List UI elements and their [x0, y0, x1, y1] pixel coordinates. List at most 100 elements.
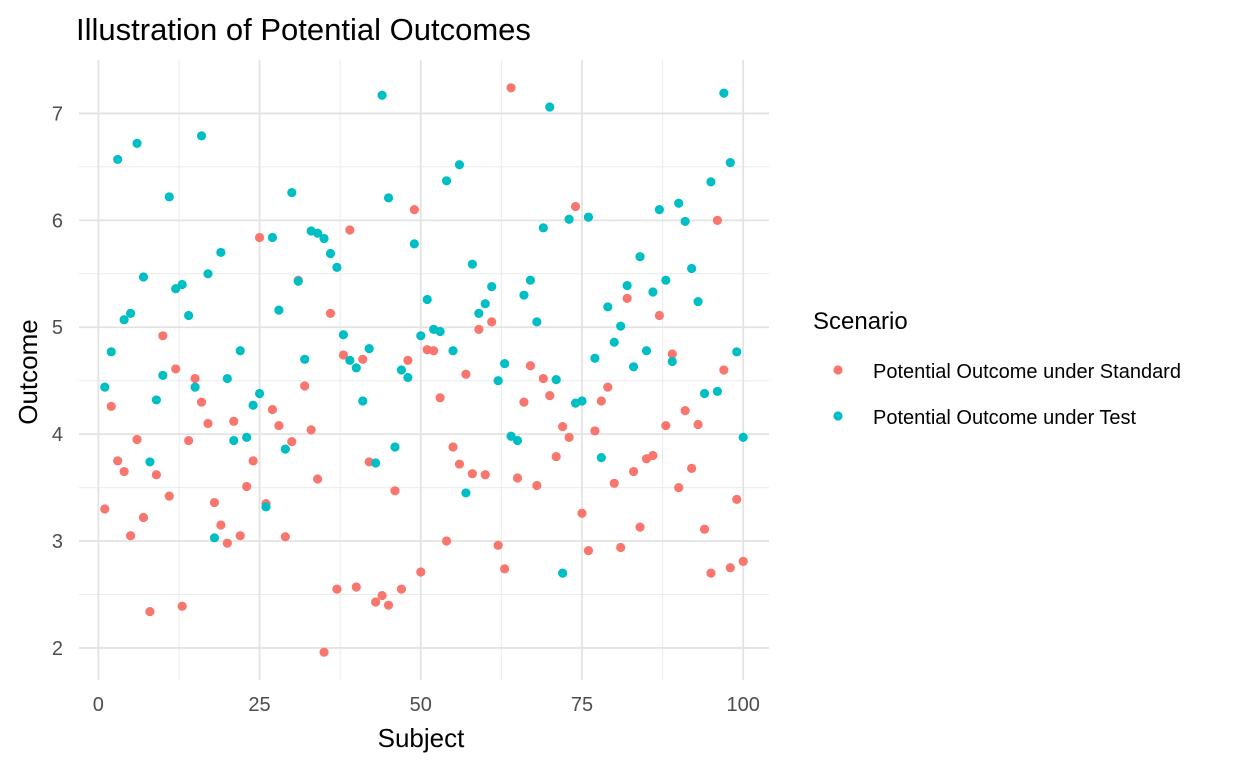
data-point [622, 280, 632, 291]
data-point [493, 376, 503, 386]
data-point [274, 305, 284, 315]
data-point [345, 225, 355, 235]
x-tick-label: 25 [248, 694, 270, 716]
chart-title: Illustration of Potential Outcomes [76, 12, 531, 47]
data-point [164, 491, 174, 501]
data-point [190, 373, 200, 384]
data-point [383, 600, 394, 610]
data-point [196, 131, 207, 141]
data-point [525, 361, 536, 371]
data-point [100, 382, 110, 392]
grid-lines [79, 60, 769, 680]
data-point [500, 564, 510, 574]
data-point [261, 502, 271, 512]
data-point [287, 437, 297, 447]
data-point [616, 542, 626, 553]
data-point [364, 344, 374, 354]
data-point [590, 426, 600, 436]
data-point [151, 470, 161, 480]
data-point [538, 373, 548, 384]
y-tick-label: 7 [52, 103, 63, 125]
data-point [551, 451, 561, 462]
data-point [177, 279, 187, 290]
data-point [190, 382, 200, 392]
data-point [648, 450, 658, 461]
data-point [467, 469, 477, 479]
data-point [325, 308, 336, 318]
data-point [358, 396, 368, 406]
data-point [403, 372, 413, 383]
data-point [596, 396, 606, 406]
data-point [680, 216, 690, 227]
data-point [487, 317, 497, 327]
data-point [203, 418, 213, 429]
data-point [487, 282, 497, 292]
data-point [300, 381, 310, 391]
data-point [706, 568, 716, 578]
data-point [106, 401, 116, 411]
data-point [661, 275, 671, 285]
data-point [719, 365, 729, 375]
data-point [216, 247, 226, 258]
data-point [609, 478, 619, 488]
data-point [113, 456, 123, 466]
data-point [106, 347, 116, 357]
data-point [551, 375, 561, 385]
data-point [590, 353, 600, 363]
data-point [254, 232, 265, 243]
data-point [377, 590, 387, 601]
data-point [158, 331, 168, 341]
data-point [229, 416, 239, 426]
data-point [242, 481, 252, 492]
data-point [648, 287, 658, 297]
x-tick-label: 100 [727, 694, 760, 716]
y-tick-label: 6 [52, 210, 63, 232]
data-point [448, 442, 458, 452]
data-point [525, 275, 536, 285]
data-point [738, 556, 748, 566]
data-point [100, 504, 110, 514]
data-point [267, 404, 278, 415]
data-point [706, 177, 716, 187]
data-point [467, 259, 477, 269]
data-point [274, 420, 284, 431]
data-points [100, 83, 748, 657]
data-point [377, 90, 387, 100]
data-point [125, 531, 136, 541]
data-point [242, 432, 252, 442]
data-point [603, 302, 613, 312]
data-point [435, 393, 445, 403]
data-point [171, 364, 181, 374]
data-point [138, 512, 149, 523]
data-point [596, 453, 606, 463]
legend-key [833, 411, 843, 421]
data-point [351, 363, 361, 373]
data-point [267, 232, 278, 243]
data-point [409, 239, 419, 249]
data-point [583, 212, 594, 222]
data-point [738, 432, 748, 442]
data-point [667, 356, 677, 367]
data-point [564, 432, 574, 442]
data-point [461, 369, 471, 379]
data-point [422, 294, 432, 305]
data-point [396, 584, 407, 594]
data-point [184, 310, 194, 321]
data-point [280, 532, 290, 542]
y-tick-label: 4 [52, 424, 63, 446]
data-point [235, 531, 245, 541]
data-point [506, 83, 516, 93]
data-point [454, 459, 465, 469]
data-point [699, 524, 710, 534]
data-point [558, 422, 568, 432]
data-point [203, 269, 213, 279]
data-point [712, 386, 723, 396]
data-point [164, 192, 174, 202]
data-point [383, 193, 394, 203]
data-point [512, 473, 523, 483]
data-point [229, 435, 239, 446]
data-point [441, 176, 452, 186]
data-point [325, 248, 336, 259]
data-point [390, 442, 400, 452]
